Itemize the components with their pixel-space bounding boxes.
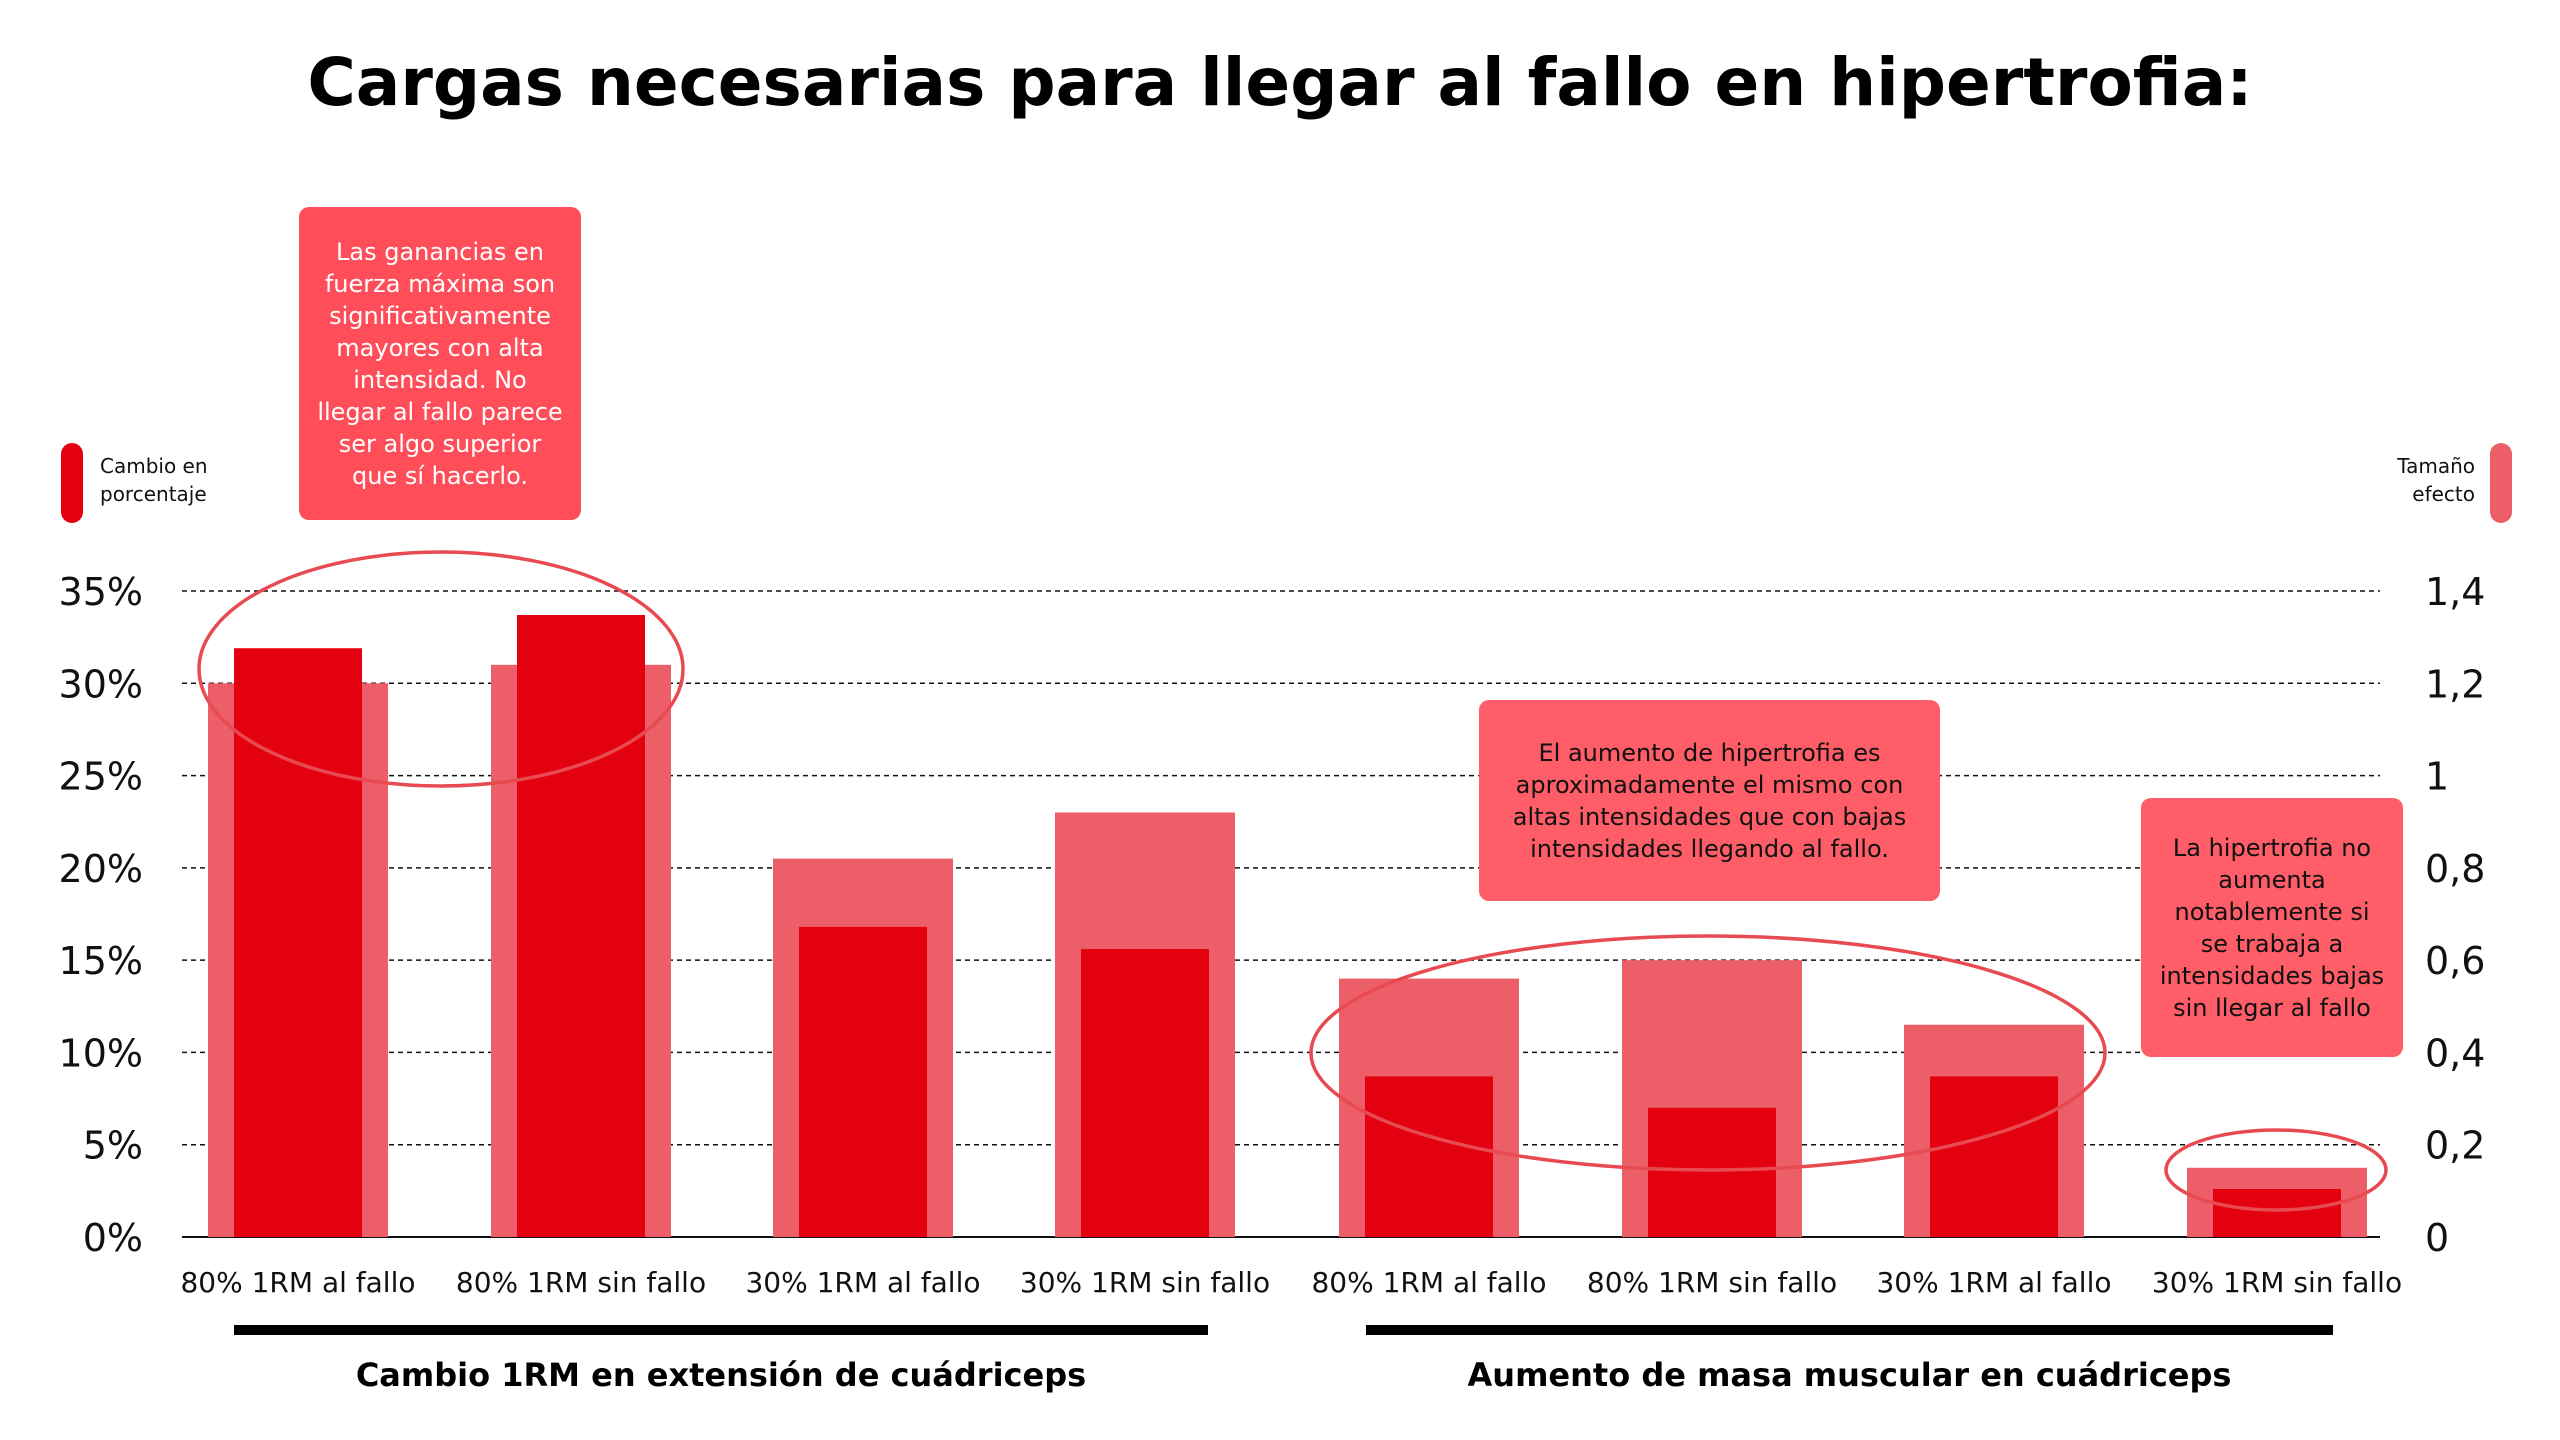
left-axis: 0% 5% 10% 15% 20% 25% 30% 35%: [59, 570, 143, 1260]
highlight-ellipse: [1309, 934, 2107, 1172]
legend-label-effect: Tamaño efecto: [2350, 452, 2475, 508]
left-tick-label: 25%: [59, 755, 143, 799]
right-tick-label: 1,2: [2425, 662, 2485, 706]
right-axis: 0 0,2 0,4 0,6 0,8 1 1,2 1,4: [2425, 570, 2485, 1260]
left-tick-label: 35%: [59, 570, 143, 614]
left-tick-label: 5%: [83, 1124, 143, 1168]
legend-label-effect-line2: efecto: [2412, 482, 2475, 506]
legend-swatch-effect: [2490, 443, 2512, 523]
group-bracket: [234, 1325, 1208, 1335]
highlight-ellipse: [197, 550, 685, 788]
percent-change-bar: [2213, 1189, 2341, 1237]
chart-title: Cargas necesarias para llegar al fallo e…: [307, 44, 2252, 121]
category-label: 30% 1RM sin fallo: [1020, 1266, 1270, 1299]
percent-change-bar: [799, 926, 927, 1237]
legend-label-effect-line1: Tamaño: [2397, 454, 2475, 478]
legend-label-percent-line2: porcentaje: [100, 482, 207, 506]
category-label: 30% 1RM sin fallo: [2152, 1266, 2402, 1299]
percent-change-bar: [234, 648, 362, 1237]
group-label: Cambio 1RM en extensión de cuádriceps: [356, 1356, 1086, 1394]
right-tick-label: 0,2: [2425, 1124, 2485, 1168]
category-label: 80% 1RM sin fallo: [1587, 1266, 1837, 1299]
percent-change-bar: [1648, 1107, 1776, 1237]
percent-change-bar: [517, 614, 645, 1237]
percent-change-bar: [1365, 1076, 1493, 1237]
right-tick-label: 0: [2425, 1216, 2449, 1260]
note-low-intensity: La hipertrofia no aumenta notablemente s…: [2141, 798, 2403, 1057]
group-bracket: [1366, 1325, 2333, 1335]
highlight-ellipses: [197, 550, 2388, 1212]
category-label: 80% 1RM al fallo: [1311, 1266, 1546, 1299]
legend-label-percent: Cambio en porcentaje: [100, 452, 208, 508]
right-tick-label: 0,6: [2425, 939, 2485, 983]
right-tick-label: 1,4: [2425, 570, 2485, 614]
right-tick-label: 1: [2425, 755, 2449, 799]
percent-change-bar: [1081, 949, 1209, 1237]
legend-swatch-percent: [61, 443, 83, 523]
category-label: 30% 1RM al fallo: [1876, 1266, 2111, 1299]
note-hypertrophy: El aumento de hipertrofia es aproximadam…: [1479, 700, 1940, 901]
percent-change-bar: [1930, 1076, 2058, 1237]
left-tick-label: 30%: [59, 662, 143, 706]
right-tick-label: 0,8: [2425, 847, 2485, 891]
right-tick-label: 0,4: [2425, 1031, 2485, 1075]
left-tick-label: 0%: [83, 1216, 143, 1260]
category-label: 30% 1RM al fallo: [745, 1266, 980, 1299]
group-label: Aumento de masa muscular en cuádriceps: [1468, 1356, 2232, 1394]
left-tick-label: 15%: [59, 939, 143, 983]
category-label: 80% 1RM al fallo: [180, 1266, 415, 1299]
left-tick-label: 20%: [59, 847, 143, 891]
category-labels: 80% 1RM al fallo 80% 1RM sin fallo 30% 1RM…: [180, 1266, 2402, 1299]
category-label: 80% 1RM sin fallo: [456, 1266, 706, 1299]
left-tick-label: 10%: [59, 1031, 143, 1075]
legend-label-percent-line1: Cambio en: [100, 454, 208, 478]
percent-change-bars: [234, 614, 2341, 1237]
highlight-ellipse: [2164, 1128, 2388, 1212]
group-labels: Cambio 1RM en extensión de cuádriceps Aum…: [234, 1325, 2333, 1394]
note-strength: Las ganancias en fuerza máxima son signi…: [299, 207, 581, 520]
